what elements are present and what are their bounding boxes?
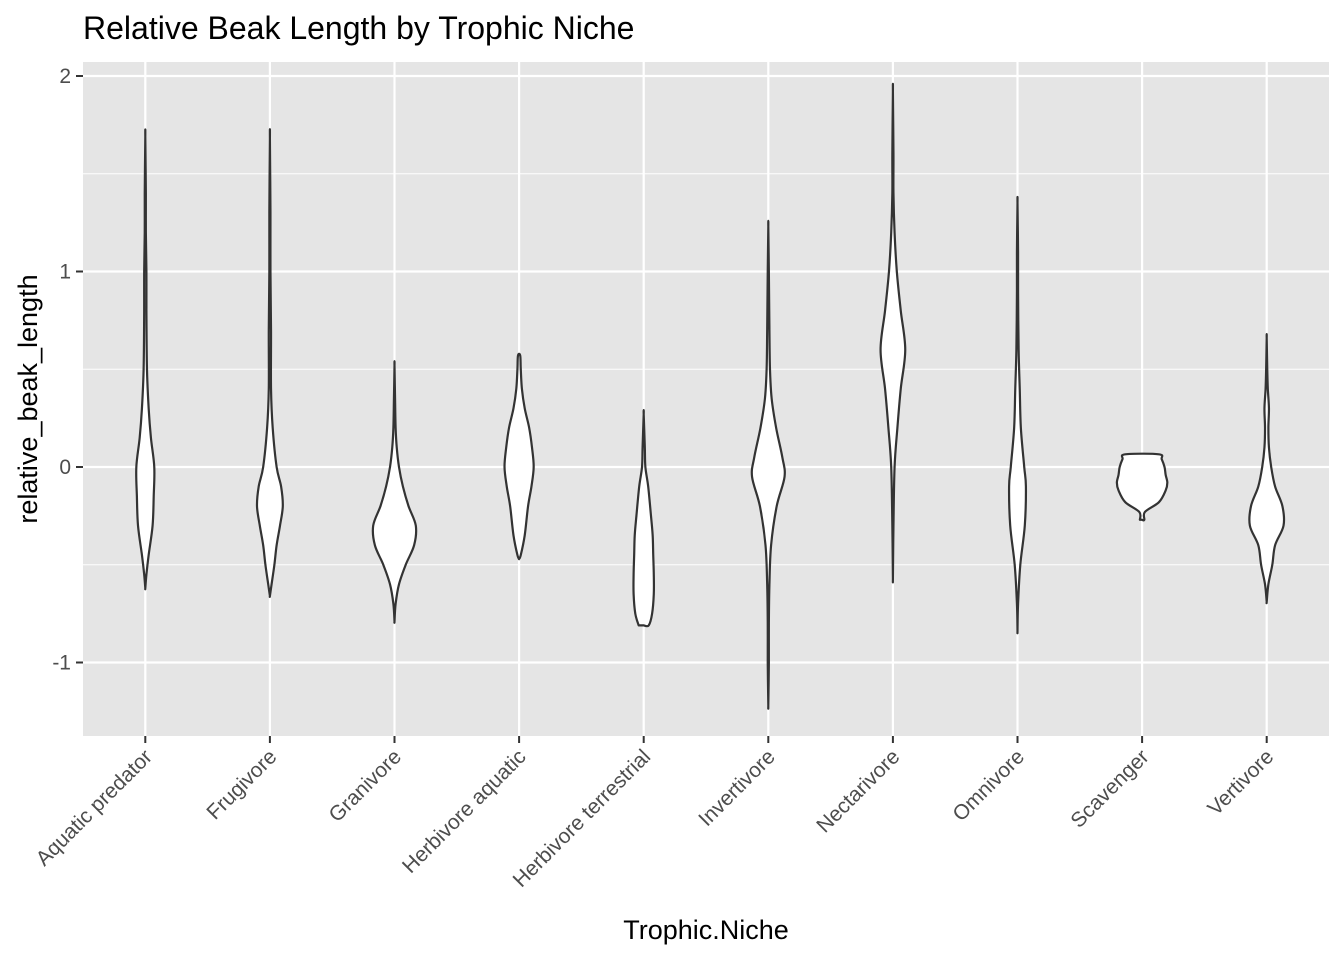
violin-invertivore xyxy=(750,219,786,710)
violin-aquatic-predator xyxy=(135,128,156,591)
x-tick-label: Omnivore xyxy=(948,745,1029,826)
chart-title: Relative Beak Length by Trophic Niche xyxy=(83,10,634,46)
violin-herbivore-aquatic xyxy=(503,352,535,561)
plot-panel xyxy=(83,62,1329,736)
x-tick-label: Scavenger xyxy=(1066,745,1153,832)
violin-granivore xyxy=(371,360,418,624)
y-tick-label: -1 xyxy=(52,652,71,675)
violin-herbivore-terrestrial xyxy=(632,408,656,628)
violin-nectarivore xyxy=(879,82,907,584)
grid-minor xyxy=(83,173,1329,566)
y-tick-label: 1 xyxy=(59,261,71,284)
x-tick-label: Granivore xyxy=(325,745,406,826)
x-axis-title: Trophic.Niche xyxy=(623,915,789,945)
x-tick-label: Aquatic predator xyxy=(32,745,157,870)
x-tick-label: Nectarivore xyxy=(812,745,904,837)
x-tick-label: Invertivore xyxy=(694,745,780,831)
violin-scavenger xyxy=(1115,452,1169,522)
y-tick-label: 2 xyxy=(59,65,71,88)
x-tick-label: Herbivore terrestrial xyxy=(509,745,656,892)
violin-vertivore xyxy=(1248,332,1286,605)
x-axis: Aquatic predator Frugivore GranivoreHerbiv… xyxy=(32,736,1278,892)
y-tick-label: 0 xyxy=(59,456,71,479)
violins xyxy=(135,82,1286,710)
y-axis-title: relative_beak_length xyxy=(13,274,43,523)
violin-frugivore xyxy=(255,128,284,598)
x-tick-label: Frugivore xyxy=(202,745,281,824)
x-tick-label: Vertivore xyxy=(1203,745,1278,820)
y-axis: -1 0 1 2 xyxy=(52,65,83,675)
violin-omnivore xyxy=(1007,195,1028,635)
x-tick-label: Herbivore aquatic xyxy=(398,745,531,878)
